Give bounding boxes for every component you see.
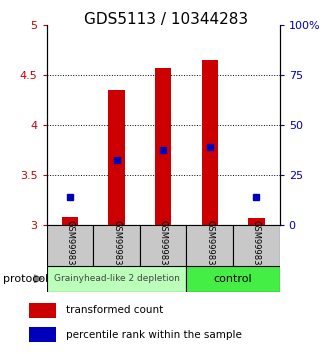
Bar	[93, 225, 140, 266]
Bar	[155, 68, 171, 225]
Text: Grainyhead-like 2 depletion: Grainyhead-like 2 depletion	[54, 274, 179, 283]
Text: GSM999834: GSM999834	[205, 220, 214, 270]
Bar	[233, 225, 280, 266]
Bar	[186, 266, 280, 292]
Bar	[109, 90, 125, 225]
Bar	[62, 217, 78, 225]
Text: percentile rank within the sample: percentile rank within the sample	[66, 330, 241, 339]
Bar	[248, 218, 264, 225]
Text: GSM999831: GSM999831	[65, 220, 75, 270]
Text: GSM999833: GSM999833	[159, 220, 168, 270]
Bar	[29, 303, 57, 318]
Text: GDS5113 / 10344283: GDS5113 / 10344283	[85, 12, 248, 27]
Text: protocol: protocol	[3, 274, 49, 284]
Text: control: control	[214, 274, 252, 284]
Text: GSM999835: GSM999835	[252, 220, 261, 270]
Bar	[29, 327, 57, 342]
Bar	[186, 225, 233, 266]
Text: GSM999832: GSM999832	[112, 220, 121, 270]
Bar	[140, 225, 186, 266]
Bar	[47, 266, 186, 292]
Bar	[47, 225, 93, 266]
Text: transformed count: transformed count	[66, 306, 163, 315]
Bar	[202, 60, 218, 225]
